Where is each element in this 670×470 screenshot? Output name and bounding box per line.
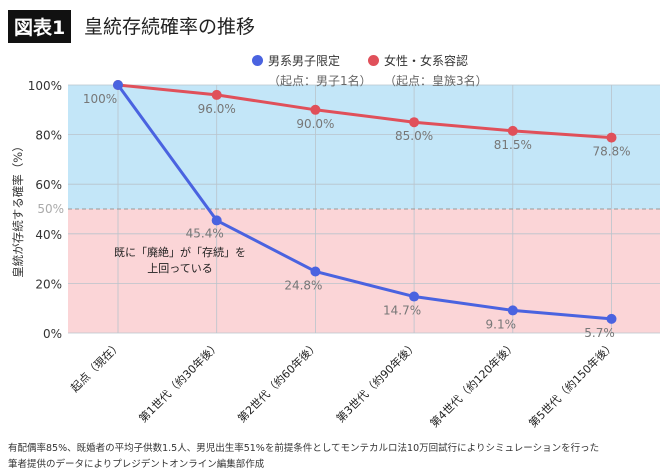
- y-tick-label: 20%: [35, 277, 62, 291]
- x-tick-label: 起点（現在）: [68, 339, 124, 395]
- region-below: [68, 209, 660, 333]
- data-label: 100%: [83, 92, 117, 106]
- data-point: [310, 104, 321, 115]
- legend-sublabel: （起点：皇族3名）: [384, 74, 488, 88]
- data-point: [409, 117, 420, 128]
- data-label: 14.7%: [383, 304, 421, 318]
- data-point: [211, 89, 222, 100]
- legend-item-male: 男系男子限定 （起点：男子1名）: [252, 52, 372, 89]
- threshold-label: 50%: [37, 202, 64, 216]
- legend-dot-icon: [252, 55, 263, 66]
- data-point: [113, 80, 123, 90]
- data-label: 24.8%: [284, 278, 322, 292]
- y-tick-label: 60%: [35, 178, 62, 192]
- data-label: 9.1%: [486, 317, 517, 331]
- data-point: [507, 305, 518, 316]
- x-tick-label: 第4世代（約120年後）: [427, 338, 519, 430]
- series-line: [116, 84, 612, 321]
- footnote: 有配偶率85%、既婚者の平均子供数1.5人、男児出生率51%を前提条件としてモン…: [8, 443, 600, 454]
- legend-label: 女性・女系容認: [384, 54, 469, 68]
- legend-item-female: 女性・女系容認 （起点：皇族3名）: [368, 52, 488, 89]
- annotation-text: 上回っている: [147, 262, 212, 275]
- y-tick-label: 100%: [28, 79, 62, 93]
- data-point: [409, 291, 420, 302]
- y-axis-label: 皇統が存続する確率（%）: [11, 140, 25, 277]
- legend-sublabel: （起点：男子1名）: [268, 74, 372, 88]
- data-point: [507, 125, 518, 136]
- x-tick-label: 第3世代（約90年後）: [333, 338, 420, 425]
- y-tick-label: 0%: [43, 327, 62, 341]
- chart-title: 皇統存続確率の推移: [84, 16, 256, 38]
- figure-badge: 図表1: [8, 10, 72, 43]
- data-label: 85.0%: [395, 129, 433, 143]
- x-tick-label: 第1世代（約30年後）: [136, 338, 223, 425]
- data-label: 81.5%: [494, 138, 532, 152]
- data-label: 5.7%: [584, 326, 615, 340]
- data-point: [310, 266, 321, 277]
- legend-dot-icon: [368, 55, 379, 66]
- data-label: 96.0%: [198, 102, 236, 116]
- data-point: [606, 313, 617, 324]
- region-above: [68, 85, 660, 209]
- annotation-text: 既に「廃絶」が「存続」を: [114, 245, 246, 259]
- source-note: 筆者提供のデータによりプレジデントオンライン編集部作成: [8, 459, 265, 470]
- x-tick-label: 第2世代（約60年後）: [235, 338, 322, 425]
- data-label: 45.4%: [186, 226, 224, 240]
- y-tick-label: 40%: [35, 228, 62, 242]
- data-point: [606, 132, 617, 143]
- x-tick-label: 第5世代（約150年後）: [526, 338, 618, 430]
- data-label: 90.0%: [296, 117, 334, 131]
- data-label: 78.8%: [592, 145, 630, 159]
- data-point: [211, 215, 222, 226]
- legend-label: 男系男子限定: [268, 54, 341, 68]
- y-tick-label: 80%: [35, 129, 62, 143]
- series-line: [117, 83, 612, 140]
